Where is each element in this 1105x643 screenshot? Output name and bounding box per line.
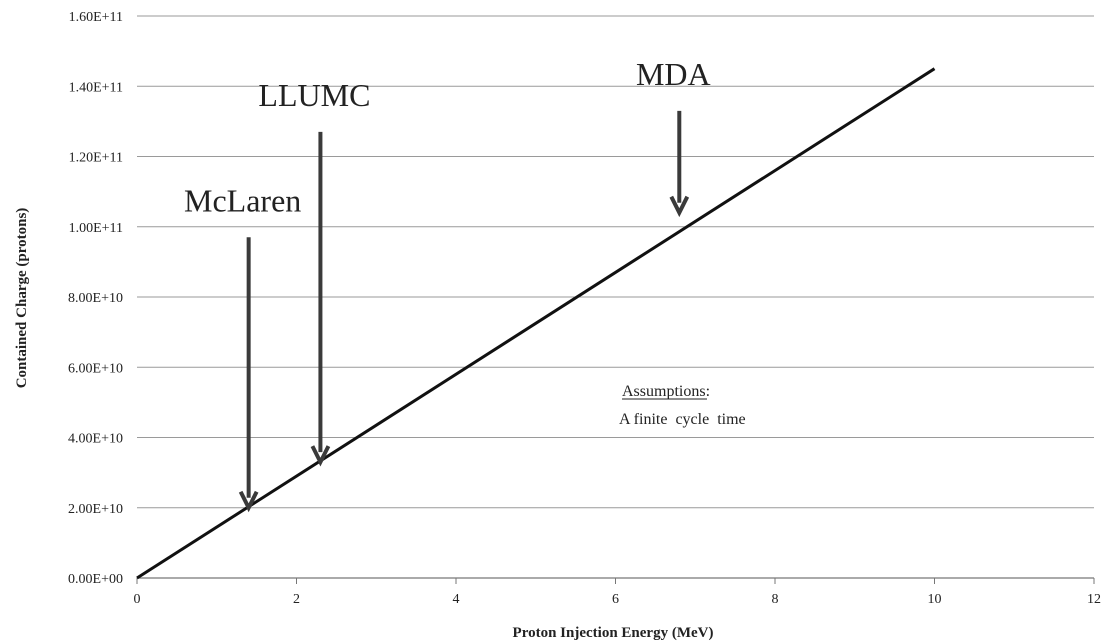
annotation-arrow-head [310, 445, 331, 467]
annotations: McLaren LLUMC MDA [184, 56, 711, 513]
x-tick-label: 8 [772, 592, 779, 607]
y-tick-label: 1.40E+11 [69, 80, 123, 95]
x-tick-label: 2 [293, 592, 300, 607]
gridlines [137, 15, 1094, 509]
x-tick-label: 0 [134, 592, 141, 607]
data-series [136, 67, 936, 580]
x-tick-label: 10 [928, 592, 942, 607]
x-axis-tick-labels: 0 2 4 6 8 10 12 [134, 592, 1102, 607]
assumptions-heading: Assumptions: [622, 383, 710, 400]
annotation-mclaren: McLaren [184, 182, 301, 513]
annotation-mda: MDA [636, 56, 711, 218]
y-tick-label: 1.20E+11 [69, 151, 123, 166]
x-tick-label: 6 [612, 592, 619, 607]
annotation-llumc: LLUMC [258, 77, 370, 467]
assumptions-line-1: A finite cycle time [619, 411, 746, 428]
annotation-arrow-head [238, 490, 259, 513]
annotation-arrow-head [669, 195, 690, 218]
assumptions-note: Assumptions: A finite cycle time [619, 383, 746, 428]
annotation-label: MDA [636, 56, 711, 92]
y-tick-label: 8.00E+10 [68, 291, 123, 306]
x-tick-label: 12 [1087, 592, 1101, 607]
y-axis-title: Contained Charge (protons) [14, 208, 30, 389]
x-axis-title: Proton Injection Energy (MeV) [513, 625, 714, 641]
y-axis-tick-labels: 0.00E+00 2.00E+10 4.00E+10 6.00E+10 8.00E+10… [68, 10, 123, 587]
series-line [136, 67, 936, 580]
annotation-label: LLUMC [258, 77, 370, 113]
y-tick-label: 2.00E+10 [68, 502, 123, 517]
axes [136, 577, 1095, 584]
y-tick-label: 6.00E+10 [68, 361, 123, 376]
y-tick-label: 0.00E+00 [68, 572, 123, 587]
y-tick-label: 1.00E+11 [69, 221, 123, 236]
annotation-label: McLaren [184, 182, 301, 218]
x-tick-label: 4 [453, 592, 460, 607]
y-tick-label: 1.60E+11 [69, 10, 123, 25]
y-tick-label: 4.00E+10 [68, 432, 123, 447]
